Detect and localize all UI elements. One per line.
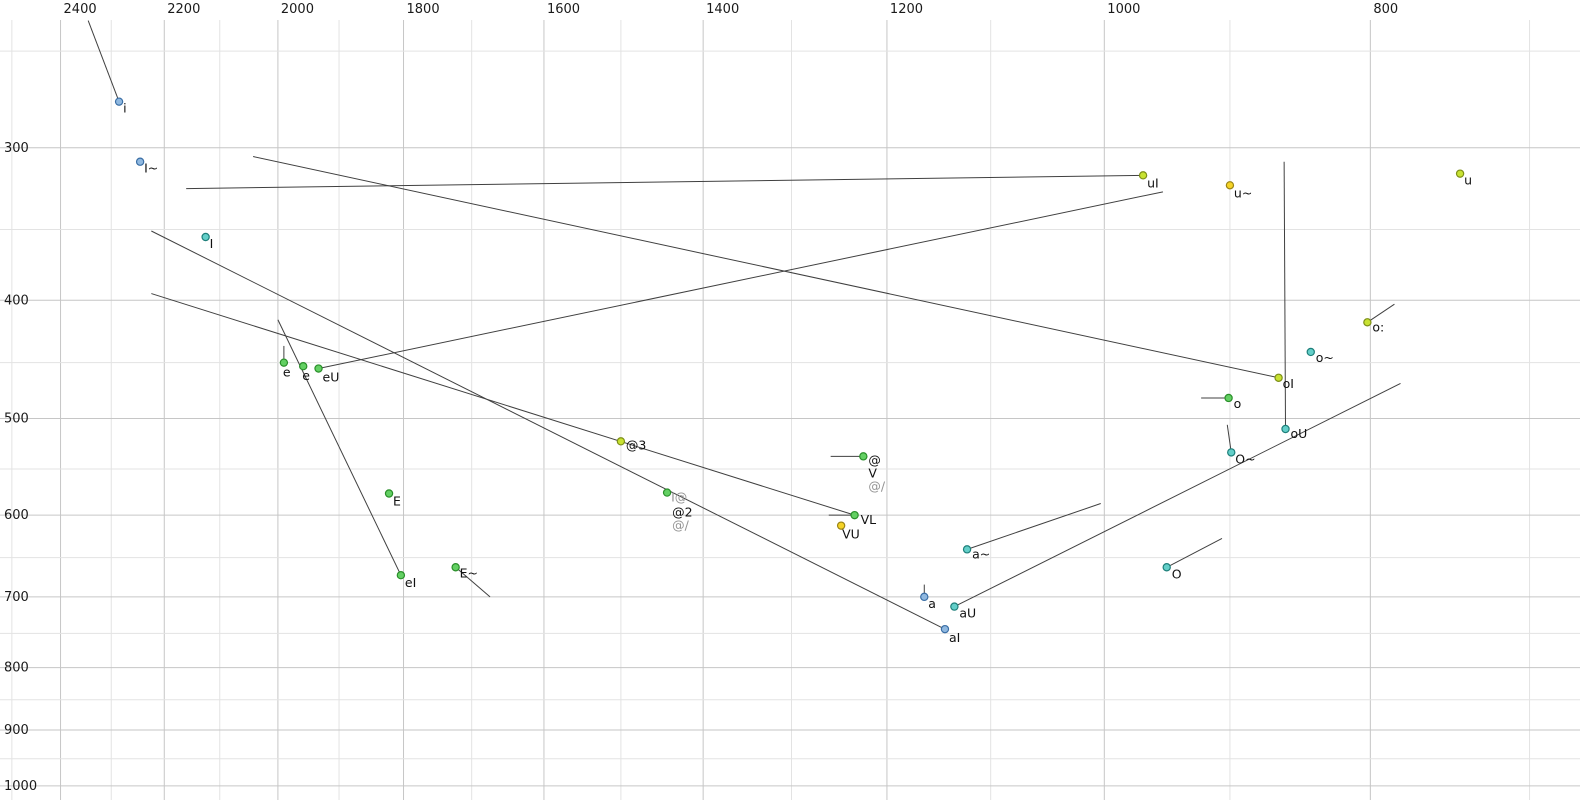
vowel-point-E~	[451, 563, 460, 572]
vowel-label-E~: E~	[460, 565, 478, 580]
y-tick-label-300: 300	[4, 141, 29, 156]
vowel-label-e2: e	[302, 368, 310, 383]
y-tick-label-800: 800	[4, 661, 29, 676]
vowel-label-I: I	[210, 236, 214, 251]
VL-trajectory	[151, 293, 855, 516]
vowel-point-I	[201, 232, 210, 242]
a~-trajectory	[966, 503, 1101, 550]
vowel-label-VL: VL	[861, 512, 877, 527]
vowel-label-@2: I@	[671, 490, 687, 505]
E~-trajectory	[455, 566, 491, 598]
vowel-point-eI	[396, 571, 406, 580]
vowel-point-O~	[1227, 448, 1236, 457]
vowel-point-u	[1455, 169, 1465, 178]
x-tick-label-1400: 1400	[706, 2, 739, 17]
vowel-point-u~	[1225, 181, 1235, 190]
O~-trajectory	[1226, 424, 1232, 453]
vowel-point-@3	[616, 437, 626, 446]
vowel-point-@2	[662, 488, 672, 497]
y-tick-label-1000: 1000	[4, 779, 37, 794]
vowel-point-aI	[940, 624, 950, 634]
vowel-point-o	[1224, 393, 1233, 403]
x-tick-label-2400: 2400	[64, 2, 97, 17]
aU-trajectory	[954, 383, 1401, 608]
vowel-point-e1	[279, 358, 289, 367]
x-tick-label-800: 800	[1373, 2, 1398, 17]
vowel-point-VU	[836, 521, 846, 530]
x-tick-label-1800: 1800	[407, 2, 440, 17]
vowel-point-E	[384, 489, 394, 498]
vowel-point-eU	[314, 364, 323, 373]
x-tick-label-1200: 1200	[890, 2, 923, 17]
vowel-point-o:	[1363, 318, 1372, 327]
eI-trajectory	[277, 319, 402, 576]
vowel-point-e2	[299, 361, 308, 371]
vowel-label-uI: uI	[1147, 175, 1159, 190]
y-tick-label-400: 400	[4, 293, 29, 308]
vowel-label-O: O	[1172, 566, 1182, 581]
x-tick-label-2200: 2200	[167, 2, 200, 17]
vowel-label-O~: O~	[1235, 451, 1255, 466]
vowel-label-o: o	[1234, 396, 1242, 411]
vowel-label-@2-2: @/	[672, 518, 690, 533]
vowel-label-eI: eI	[405, 575, 416, 590]
vowel-label-u: u	[1464, 173, 1472, 188]
vowel-point-a~	[962, 545, 972, 554]
vowel-label-@2-1: @2	[672, 505, 692, 520]
x-tick-label-1600: 1600	[547, 2, 580, 17]
vowel-label-oU: oU	[1291, 426, 1308, 441]
vowel-point-@	[859, 452, 868, 461]
vowel-point-oI	[1274, 373, 1283, 382]
vowel-label-eU: eU	[323, 370, 340, 385]
oU-trajectory	[1283, 161, 1287, 430]
y-tick-label-900: 900	[4, 723, 29, 738]
vowel-point-uI	[1138, 171, 1148, 180]
uI-trajectory	[186, 174, 1144, 190]
vowel-label-@-1: V	[868, 465, 877, 480]
y-tick-label-500: 500	[4, 412, 29, 427]
vowel-point-aU	[950, 602, 959, 611]
vowel-label-@: @	[868, 452, 881, 467]
vowel-label-o:: o:	[1372, 319, 1384, 334]
y-tick-label-600: 600	[4, 508, 29, 523]
vowel-label-u~: u~	[1234, 185, 1252, 200]
o:-trajectory	[1367, 303, 1395, 323]
vowel-label-a~: a~	[972, 546, 990, 561]
vowel-label-VU: VU	[842, 527, 860, 542]
y-tick-label-700: 700	[4, 590, 29, 605]
vowel-point-oU	[1281, 424, 1290, 434]
vowel-point-O	[1162, 563, 1171, 572]
vowel-label-E: E	[393, 494, 401, 509]
vowel-point-a	[920, 592, 929, 602]
x-tick-label-2000: 2000	[281, 2, 314, 17]
vowel-label-oI: oI	[1283, 376, 1294, 391]
vowel-label-aU: aU	[959, 606, 976, 621]
vowel-label-i: i	[123, 101, 126, 116]
x-tick-label-1000: 1000	[1107, 2, 1140, 17]
vowel-label-o~: o~	[1316, 350, 1334, 365]
vowel-label-@-2: @/	[868, 478, 886, 493]
vowel-label-e1: e	[283, 365, 291, 380]
vowel-point-I~	[135, 157, 145, 166]
i-trajectory	[87, 20, 120, 102]
vowel-label-@3: @3	[626, 437, 646, 452]
eU-trajectory	[318, 191, 1164, 370]
O-trajectory	[1166, 538, 1223, 568]
vowel-label-I~: I~	[144, 161, 158, 176]
oI-trajectory	[253, 156, 1279, 379]
vowel-label-a: a	[928, 596, 936, 611]
aI-trajectory	[151, 230, 946, 630]
vowel-point-o~	[1306, 347, 1315, 357]
vowel-point-i	[114, 97, 124, 106]
vowel-point-VL	[850, 510, 859, 520]
vowel-label-aI: aI	[949, 630, 960, 645]
